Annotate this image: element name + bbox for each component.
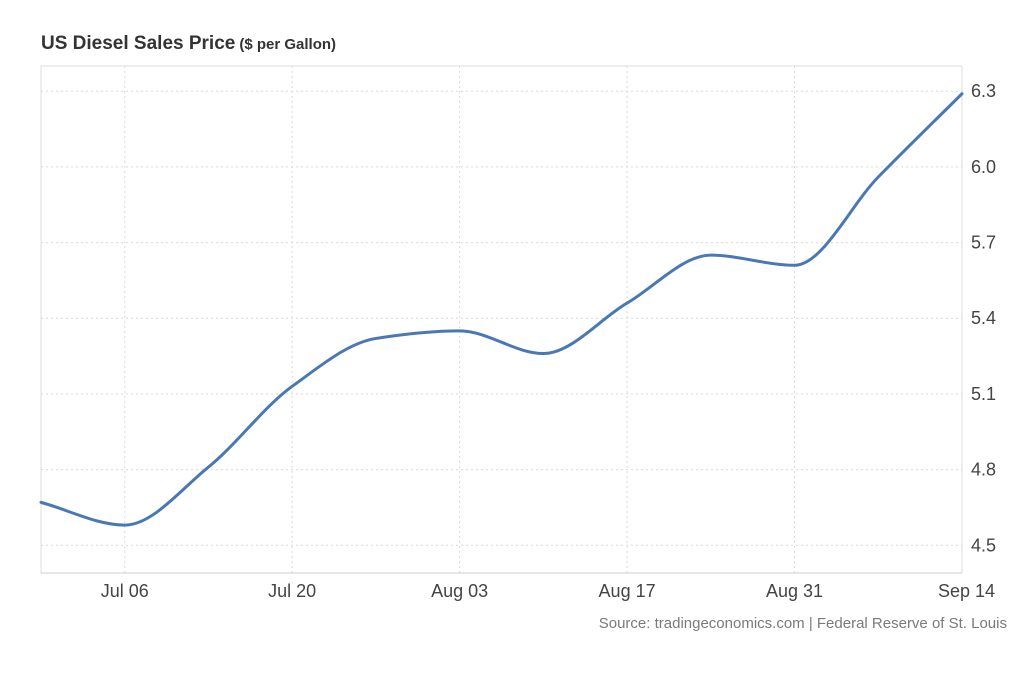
x-tick-label: Aug 17 — [599, 581, 656, 601]
y-tick-label: 6.0 — [971, 157, 996, 177]
data-point — [960, 92, 964, 96]
x-tick-label: Jul 06 — [101, 581, 149, 601]
x-axis-labels: Jul 06 Jul 20 Aug 03 Aug 17 Aug 31 Sep 14 — [101, 581, 995, 601]
data-point — [374, 336, 378, 340]
x-tick-label: Jul 20 — [268, 581, 316, 601]
horizontal-gridlines — [41, 90, 962, 546]
y-tick-label: 4.8 — [971, 460, 996, 480]
series-group — [39, 92, 964, 527]
data-point — [123, 523, 127, 527]
data-point — [625, 301, 629, 305]
x-tick-label: Aug 03 — [431, 581, 488, 601]
y-axis-labels: 4.5 4.8 5.1 5.4 5.7 6.0 6.3 — [971, 81, 996, 555]
y-tick-label: 4.5 — [971, 535, 996, 555]
data-point — [206, 465, 210, 469]
data-point — [876, 175, 880, 179]
chart-subtitle: ($ per Gallon) — [239, 36, 337, 53]
x-tick-label: Aug 31 — [766, 581, 823, 601]
y-tick-label: 6.3 — [971, 81, 996, 101]
chart-title: US Diesel Sales Price — [41, 33, 236, 54]
x-tick-label: Sep 14 — [938, 581, 995, 601]
chart-title-block: US Diesel Sales Price ($ per Gallon) — [41, 33, 336, 55]
data-point — [39, 500, 43, 504]
y-tick-label: 5.7 — [971, 233, 996, 253]
vertical-gridlines — [124, 66, 796, 573]
data-point — [290, 384, 294, 388]
data-point — [541, 352, 545, 356]
source-note: Source: tradingeconomics.com | Federal R… — [598, 615, 1007, 632]
data-point — [793, 263, 797, 267]
y-tick-label: 5.4 — [971, 308, 996, 328]
data-point — [458, 329, 462, 333]
y-tick-label: 5.1 — [971, 384, 996, 404]
series-line — [39, 92, 964, 527]
data-point — [709, 253, 713, 257]
plot-frame-group — [40, 65, 963, 574]
